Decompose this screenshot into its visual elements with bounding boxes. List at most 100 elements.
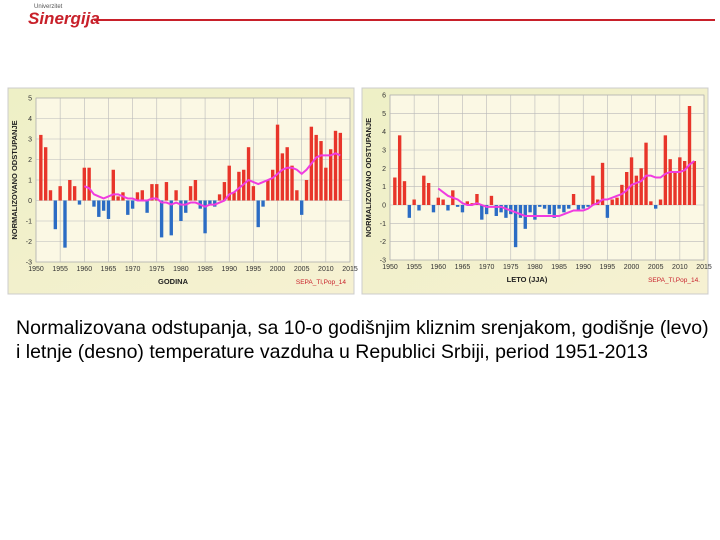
bar — [39, 134, 43, 201]
bar — [208, 200, 212, 205]
x-tick-label: 1985 — [551, 264, 567, 271]
bar — [227, 165, 231, 201]
bar — [629, 157, 634, 205]
x-tick-label: 1990 — [221, 266, 237, 273]
bar — [455, 205, 460, 207]
bar — [159, 200, 164, 238]
bar — [436, 197, 440, 205]
x-tick-label: 1995 — [246, 266, 262, 273]
bar — [63, 200, 67, 248]
x-tick-label: 1975 — [503, 264, 519, 271]
plot-area — [389, 94, 705, 261]
y-tick-label: -1 — [26, 219, 32, 226]
bar — [422, 175, 426, 205]
bar — [557, 205, 561, 209]
bar — [280, 153, 285, 201]
bar — [663, 135, 668, 205]
x-tick-label: 1955 — [52, 266, 68, 273]
y-axis-label: NORMALIZOVANO ODSTUPANJE — [364, 118, 373, 237]
bar — [140, 190, 144, 201]
bar — [634, 175, 639, 205]
bar — [48, 190, 53, 201]
source-note: SEPA_Tl,Pop_14 — [296, 279, 346, 286]
bar — [600, 162, 605, 205]
bar — [126, 200, 130, 215]
bar — [232, 192, 236, 201]
bar — [106, 200, 111, 219]
bar — [319, 141, 323, 201]
bar — [668, 159, 672, 205]
bar — [542, 205, 547, 209]
y-tick-label: 4 — [28, 116, 32, 123]
bar — [480, 205, 484, 220]
bar — [155, 184, 159, 201]
y-tick-label: -1 — [380, 221, 386, 228]
x-tick-label: 1980 — [527, 264, 543, 271]
bar — [328, 149, 333, 201]
bar — [426, 183, 431, 205]
x-tick-label: 1955 — [406, 264, 422, 271]
bar — [193, 180, 198, 201]
bar — [465, 201, 469, 205]
x-tick-label: 1970 — [479, 264, 495, 271]
slide-graphics: Univerzitet Sinergija -3 -2 -1 0 1 2 3 4 5 1950 19… — [7, 4, 715, 295]
bar — [174, 190, 178, 201]
x-tick-label: 1950 — [382, 264, 398, 271]
bar — [412, 199, 416, 205]
y-tick-label: 5 — [382, 111, 386, 118]
bar — [290, 165, 294, 201]
bar — [246, 147, 251, 201]
bar — [407, 205, 412, 218]
moving-average-line — [437, 160, 695, 217]
bar — [571, 194, 576, 205]
x-axis-label: GODINA — [158, 277, 189, 286]
bar — [82, 167, 86, 201]
bar — [164, 182, 169, 201]
bar — [314, 134, 318, 201]
bar — [203, 200, 207, 234]
y-tick-label: -3 — [380, 258, 386, 265]
x-tick-label: 2015 — [696, 264, 712, 271]
bar — [101, 200, 106, 211]
bar — [145, 200, 149, 213]
bar — [116, 196, 120, 201]
bar — [188, 186, 193, 201]
bar — [658, 199, 663, 205]
moving-average-line — [83, 152, 341, 208]
bar — [179, 200, 183, 221]
bar — [184, 200, 188, 213]
bar — [605, 205, 610, 218]
bar — [528, 205, 532, 213]
y-tick-label: 6 — [382, 93, 386, 100]
x-tick-label: 2010 — [672, 264, 688, 271]
y-tick-label: -3 — [26, 260, 32, 267]
bar — [441, 199, 445, 205]
x-tick-label: 1970 — [125, 266, 141, 273]
bar — [591, 175, 595, 205]
bar — [678, 157, 682, 205]
bar — [431, 205, 436, 213]
bar — [130, 200, 135, 209]
bar — [484, 205, 489, 215]
bar — [547, 205, 552, 215]
bar — [552, 205, 556, 218]
bar — [43, 147, 48, 201]
bar — [237, 171, 241, 201]
y-tick-label: 2 — [28, 157, 32, 164]
x-tick-label: 1965 — [455, 264, 471, 271]
source-note: SEPA_Tl,Pop_14. — [648, 277, 700, 284]
bar — [682, 161, 687, 205]
bar — [499, 205, 503, 213]
bar — [654, 205, 658, 209]
bar — [581, 205, 585, 209]
bar — [68, 180, 72, 201]
bar — [446, 205, 450, 211]
bar — [489, 195, 494, 205]
bar — [261, 200, 265, 207]
x-tick-label: 1950 — [28, 266, 44, 273]
logo-name: Sinergija — [28, 9, 100, 28]
bar — [58, 186, 62, 201]
bar — [97, 200, 101, 217]
bar — [53, 200, 58, 230]
bar — [266, 180, 270, 201]
